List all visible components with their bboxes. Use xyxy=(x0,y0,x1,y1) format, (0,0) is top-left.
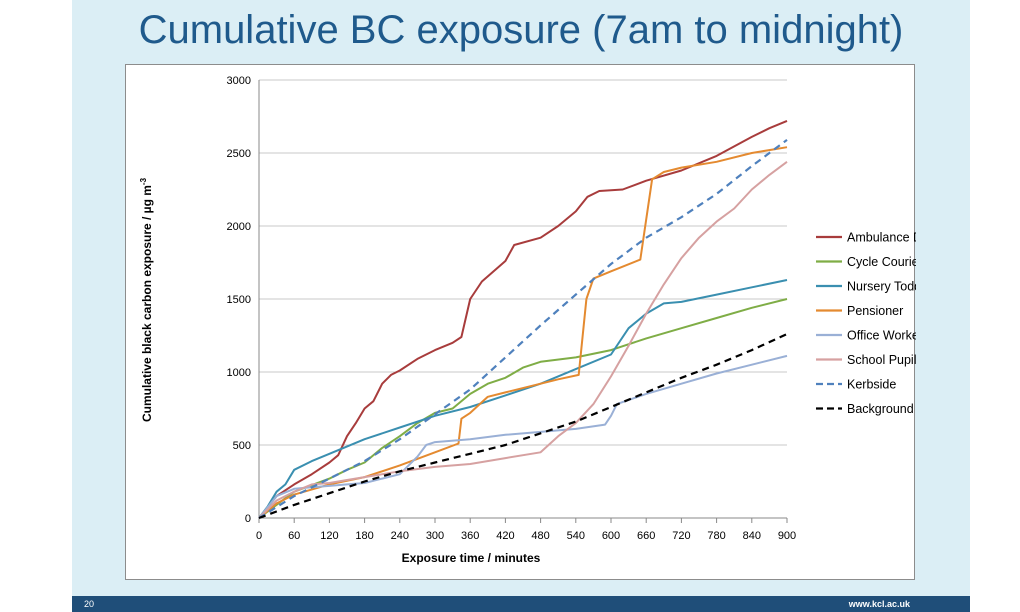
legend-item-ambulance-driver: Ambulance Driver xyxy=(816,231,916,245)
legend-item-cycle-courier: Cycle Courier xyxy=(816,255,916,269)
legend: Ambulance Driver Cycle Courier Nursery Tod… xyxy=(816,231,916,416)
y-axis-title-text: Cumulative black carbon exposure / µg m xyxy=(140,185,154,422)
x-tick-label: 840 xyxy=(743,530,761,542)
y-axis-title: Cumulative black carbon exposure / µg m-… xyxy=(139,177,154,422)
slide: Cumulative BC exposure (7am to midnight)… xyxy=(72,0,970,612)
y-tick-label: 1000 xyxy=(227,367,251,379)
series-line-office-worker xyxy=(258,354,788,519)
axes xyxy=(258,80,788,523)
x-tick-label: 240 xyxy=(391,530,409,542)
y-tick-label: 1500 xyxy=(227,294,251,306)
legend-item-school-pupil: School Pupil xyxy=(816,353,916,367)
x-tick-label: 540 xyxy=(567,530,585,542)
x-tick-label: 900 xyxy=(778,530,796,542)
x-axis-title: Exposure time / minutes xyxy=(402,551,541,565)
x-tick-label: 480 xyxy=(531,530,549,542)
x-tick-label: 0 xyxy=(256,530,262,542)
legend-label: Cycle Courier xyxy=(847,255,916,269)
legend-label: Background xyxy=(847,402,914,416)
x-tick-label: 720 xyxy=(672,530,690,542)
x-tick-label: 420 xyxy=(496,530,514,542)
series-line-kerbside xyxy=(258,139,788,519)
legend-label: Nursery Toddler xyxy=(847,280,916,294)
legend-item-pensioner: Pensioner xyxy=(816,304,903,318)
series-line-nursery-toddler xyxy=(258,279,788,519)
x-tick-label: 780 xyxy=(707,530,725,542)
x-tick-label: 180 xyxy=(355,530,373,542)
x-tick-label: 360 xyxy=(461,530,479,542)
series-line-background xyxy=(258,332,788,520)
chart-panel: 0 500 1000 1500 2000 2500 3000 0 60 120 180 240 300 3… xyxy=(125,64,916,580)
series-lines xyxy=(258,119,788,520)
x-tick-label: 660 xyxy=(637,530,655,542)
x-tick-label: 300 xyxy=(426,530,444,542)
x-tick-label: 600 xyxy=(602,530,620,542)
x-tick-label: 60 xyxy=(288,530,300,542)
legend-item-office-worker: Office Worker xyxy=(816,329,916,343)
legend-label: School Pupil xyxy=(847,353,916,367)
footer-bar: 20 www.kcl.ac.uk xyxy=(72,596,970,612)
legend-label: Pensioner xyxy=(847,304,903,318)
x-tick-label: 120 xyxy=(320,530,338,542)
y-tick-label: 2000 xyxy=(227,221,251,233)
legend-label: Ambulance Driver xyxy=(847,231,916,245)
y-tick-label: 0 xyxy=(245,513,251,525)
footer-url: www.kcl.ac.uk xyxy=(848,599,910,609)
page-number: 20 xyxy=(84,599,95,609)
legend-item-background: Background xyxy=(816,402,914,416)
series-line-ambulance-driver xyxy=(258,119,788,519)
tick-labels: 0 500 1000 1500 2000 2500 3000 0 60 120 180 240 300 3… xyxy=(227,75,797,542)
legend-item-nursery-toddler: Nursery Toddler xyxy=(816,280,916,294)
series-line-pensioner xyxy=(258,146,788,519)
legend-label: Office Worker xyxy=(847,329,916,343)
y-tick-label: 2500 xyxy=(227,148,251,160)
series-line-school-pupil xyxy=(258,160,788,519)
y-axis-title-superscript: -3 xyxy=(139,177,148,185)
line-chart: 0 500 1000 1500 2000 2500 3000 0 60 120 180 240 300 3… xyxy=(139,75,916,565)
slide-title: Cumulative BC exposure (7am to midnight) xyxy=(138,8,904,52)
grid-lines xyxy=(259,79,787,446)
y-tick-label: 500 xyxy=(233,440,251,452)
legend-item-kerbside: Kerbside xyxy=(816,378,896,392)
y-tick-label: 3000 xyxy=(227,75,251,87)
legend-label: Kerbside xyxy=(847,378,896,392)
